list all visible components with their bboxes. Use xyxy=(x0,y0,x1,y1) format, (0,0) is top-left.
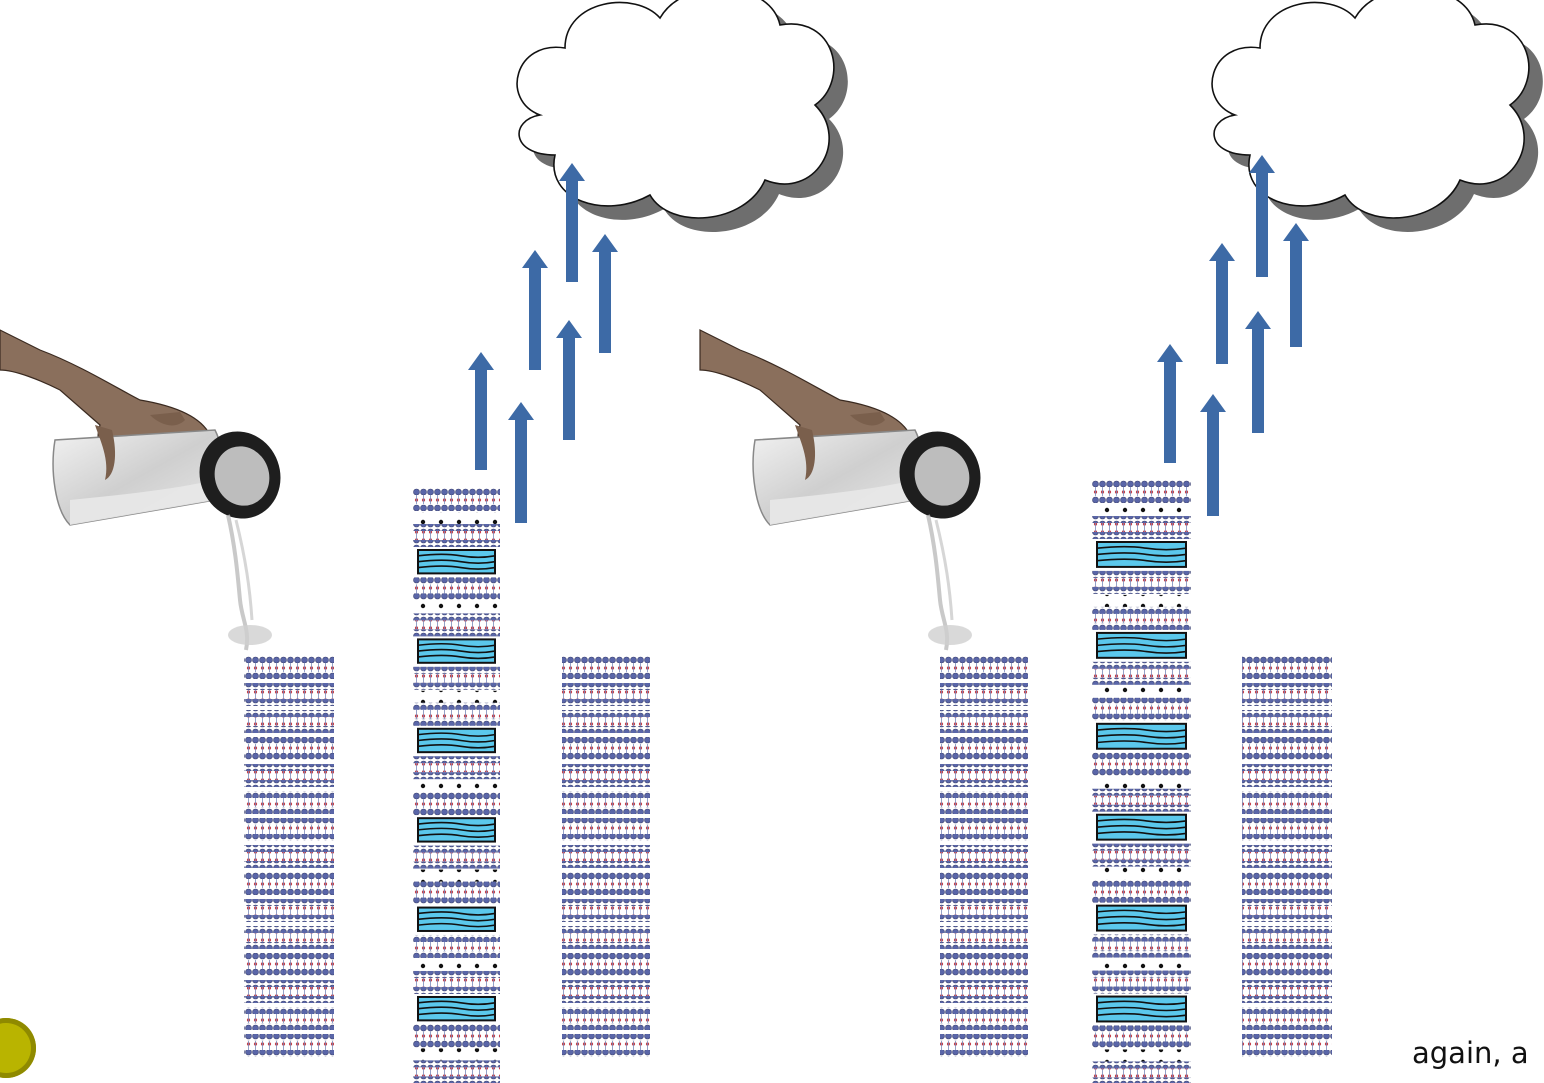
thumb xyxy=(850,412,885,426)
arrow-up-icon xyxy=(1283,223,1309,347)
interlayer-ions xyxy=(415,869,498,882)
water-inside xyxy=(70,480,215,525)
arrow-up-icon xyxy=(592,234,618,353)
thumb xyxy=(150,412,185,426)
interlayer-ions xyxy=(415,512,498,524)
arrow-up-icon xyxy=(1245,311,1271,433)
interlayer-ions xyxy=(415,601,498,614)
bottle-mouth xyxy=(914,446,970,506)
bottle-mouth xyxy=(214,446,270,506)
interlayer-ions xyxy=(1094,1049,1189,1062)
interlayer-ions xyxy=(1094,685,1189,698)
interlayer-ions xyxy=(1094,776,1189,789)
splash xyxy=(928,625,972,645)
arrow-up-icon xyxy=(556,320,582,440)
hydrated-clay-stack xyxy=(1092,480,1191,1083)
water-layer xyxy=(1096,631,1187,659)
water-layer xyxy=(1096,904,1187,932)
finger xyxy=(795,425,816,480)
interlayer-ions xyxy=(415,1048,498,1061)
arrow-up-icon xyxy=(1200,394,1226,516)
interlayer-ions xyxy=(1094,504,1189,516)
arrow-up-icon xyxy=(508,402,534,523)
splash xyxy=(228,625,272,645)
interlayer-ions xyxy=(1094,594,1189,607)
arrow-up-icon xyxy=(1157,344,1183,463)
cloud-body xyxy=(1211,0,1530,219)
caption-text: again, a xyxy=(1412,1036,1529,1070)
interlayer-ions xyxy=(415,958,498,971)
interlayer-ions xyxy=(1094,958,1189,971)
water-layer xyxy=(417,727,496,754)
water-layer xyxy=(1096,722,1187,750)
pouring-bottle-hand-image xyxy=(699,329,981,651)
cloud-icon xyxy=(1211,0,1543,232)
dry-clay-stack xyxy=(244,656,334,1057)
arrow-up-icon xyxy=(1209,243,1235,364)
arrow-up-icon xyxy=(522,250,548,370)
water-layer xyxy=(417,995,496,1022)
water-inside xyxy=(770,480,915,525)
interlayer-ions xyxy=(1094,867,1189,880)
water-layer xyxy=(417,906,496,932)
interlayer-ions xyxy=(415,690,498,703)
water-layer xyxy=(417,817,496,843)
dry-clay-stack xyxy=(562,656,650,1057)
arrow-up-icon xyxy=(559,163,585,282)
hydrated-clay-stack xyxy=(413,488,500,1083)
water-layer xyxy=(417,638,496,664)
pouring-bottle-hand-image xyxy=(0,329,281,651)
water-layer xyxy=(1096,813,1187,841)
water-layer xyxy=(1096,541,1187,568)
arrow-up-icon xyxy=(1249,155,1275,277)
cloud-icon xyxy=(516,0,848,232)
arrow-up-icon xyxy=(468,352,494,470)
dry-clay-stack xyxy=(1242,656,1332,1057)
water-layer xyxy=(417,549,496,575)
finger xyxy=(95,425,116,480)
interlayer-ions xyxy=(415,780,498,793)
water-layer xyxy=(1096,995,1187,1023)
dry-clay-stack xyxy=(940,656,1028,1057)
